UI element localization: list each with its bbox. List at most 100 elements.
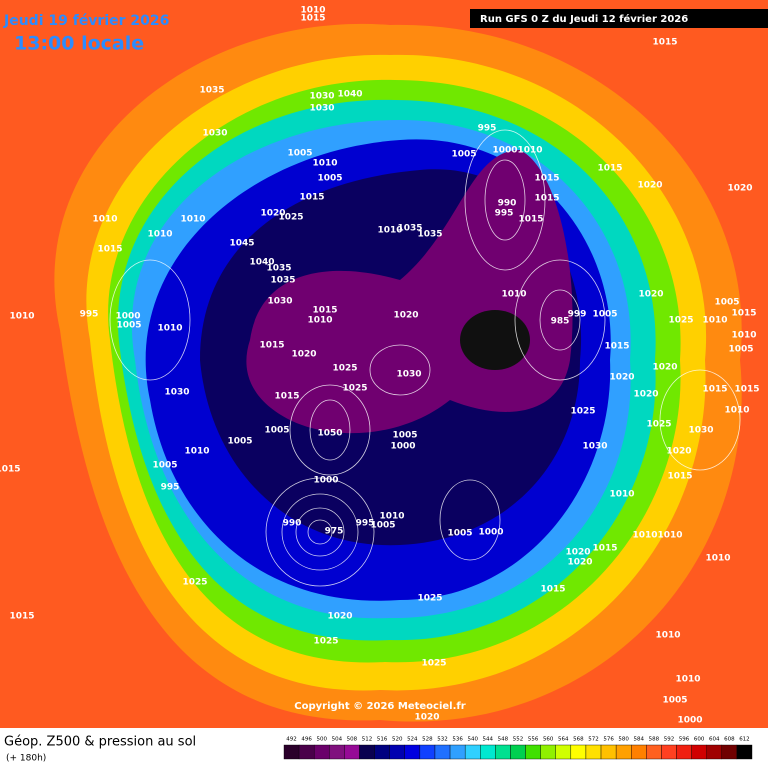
pressure-label: 1005 bbox=[152, 461, 177, 471]
scale-label: 540 bbox=[467, 737, 478, 743]
scale-label: 572 bbox=[588, 737, 599, 743]
scale-label: 528 bbox=[422, 737, 433, 743]
pressure-label: 1010 bbox=[609, 490, 634, 500]
pressure-label: 1015 bbox=[540, 585, 565, 595]
scale-swatch bbox=[676, 744, 692, 760]
pressure-label: 1020 bbox=[727, 184, 752, 194]
scale-swatch bbox=[344, 744, 360, 760]
pressure-label: 1030 bbox=[164, 388, 189, 398]
pressure-label: 1010 bbox=[184, 447, 209, 457]
pressure-label: 1020 bbox=[638, 290, 663, 300]
pressure-label: 1005 bbox=[451, 150, 476, 160]
scale-swatch bbox=[434, 744, 451, 760]
scale-swatch bbox=[525, 744, 541, 760]
scale-label: 588 bbox=[649, 737, 660, 743]
scale-swatch bbox=[691, 744, 707, 760]
pressure-label: 1020 bbox=[414, 713, 439, 723]
pressure-label: 975 bbox=[325, 527, 344, 537]
pressure-label: 1015 bbox=[259, 341, 284, 351]
scale-swatch bbox=[736, 744, 753, 760]
scale-swatch bbox=[540, 744, 556, 760]
pressure-label: 1010 bbox=[724, 406, 749, 416]
scale-label: 500 bbox=[316, 737, 327, 743]
footer-title: Géop. Z500 & pression au sol bbox=[4, 735, 196, 750]
pressure-label: 1035 bbox=[266, 264, 291, 274]
pressure-label: 985 bbox=[551, 317, 570, 327]
scale-swatch bbox=[389, 744, 405, 760]
pressure-label: 995 bbox=[478, 124, 497, 134]
scale-label: 596 bbox=[679, 737, 690, 743]
scale-swatch bbox=[374, 744, 390, 760]
forecast-time: 13:00 locale bbox=[14, 33, 144, 55]
pressure-label: 1025 bbox=[421, 659, 446, 669]
pressure-label: 1010 bbox=[307, 316, 332, 326]
pressure-label: 1015 bbox=[300, 14, 325, 24]
scale-label: 508 bbox=[347, 737, 358, 743]
pressure-label: 1015 bbox=[274, 392, 299, 402]
scale-label: 556 bbox=[528, 737, 539, 743]
pressure-label: 1010 bbox=[702, 316, 727, 326]
pressure-label: 1030 bbox=[688, 426, 713, 436]
scale-swatch bbox=[646, 744, 662, 760]
scale-swatch bbox=[615, 744, 632, 760]
scale-label: 576 bbox=[603, 737, 614, 743]
pressure-label: 1005 bbox=[317, 174, 342, 184]
pressure-label: 1025 bbox=[182, 578, 207, 588]
scale-label: 604 bbox=[709, 737, 720, 743]
scale-swatch bbox=[283, 744, 300, 760]
scale-label: 612 bbox=[739, 737, 750, 743]
scale-swatch bbox=[495, 744, 511, 760]
scale-label: 608 bbox=[724, 737, 735, 743]
pressure-label: 990 bbox=[283, 519, 302, 529]
pressure-label: 995 bbox=[80, 310, 99, 320]
pressure-label: 1010 bbox=[731, 331, 756, 341]
pressure-label: 1020 bbox=[567, 558, 592, 568]
pressure-label: 1005 bbox=[592, 310, 617, 320]
scale-swatch bbox=[706, 744, 723, 760]
scale-label: 584 bbox=[634, 737, 645, 743]
scale-swatch bbox=[510, 744, 526, 760]
scale-swatch bbox=[570, 744, 587, 760]
pressure-label: 995 bbox=[356, 519, 375, 529]
pressure-label: 1015 bbox=[534, 194, 559, 204]
pressure-label: 1040 bbox=[249, 258, 274, 268]
scale-label: 580 bbox=[618, 737, 629, 743]
pressure-label: 1045 bbox=[229, 239, 254, 249]
pressure-label: 1005 bbox=[392, 431, 417, 441]
scale-label: 492 bbox=[286, 737, 297, 743]
pressure-label: 1005 bbox=[447, 529, 472, 539]
pressure-label: 1000 bbox=[390, 442, 415, 452]
pressure-label: 995 bbox=[495, 209, 514, 219]
pressure-label: 1010 bbox=[379, 512, 404, 522]
pressure-label: 1005 bbox=[287, 149, 312, 159]
pressure-label: 1010 bbox=[675, 675, 700, 685]
pressure-label: 1010 bbox=[501, 290, 526, 300]
scale-label: 544 bbox=[483, 737, 494, 743]
pressure-label: 1010 bbox=[9, 312, 34, 322]
pressure-label: 1030 bbox=[309, 104, 334, 114]
pressure-label: 1005 bbox=[662, 696, 687, 706]
pressure-label: 1010 bbox=[517, 146, 542, 156]
pressure-label: 1000 bbox=[492, 146, 517, 156]
scale-label: 600 bbox=[694, 737, 705, 743]
pressure-label: 1025 bbox=[570, 407, 595, 417]
pressure-label: 1020 bbox=[393, 311, 418, 321]
scale-label: 564 bbox=[558, 737, 569, 743]
pressure-label: 1015 bbox=[652, 38, 677, 48]
scale-swatch bbox=[480, 744, 496, 760]
field-black bbox=[460, 310, 530, 370]
pressure-label: 1015 bbox=[97, 245, 122, 255]
pressure-label: 1020 bbox=[260, 209, 285, 219]
pressure-label: 1005 bbox=[728, 345, 753, 355]
scale-label: 548 bbox=[498, 737, 509, 743]
pressure-label: 1025 bbox=[668, 316, 693, 326]
scale-label: 552 bbox=[513, 737, 524, 743]
pressure-label: 1005 bbox=[370, 521, 395, 531]
pressure-label: 1015 bbox=[734, 385, 759, 395]
pressure-label: 1010 bbox=[705, 554, 730, 564]
run-box bbox=[470, 9, 768, 28]
pressure-label: 1020 bbox=[291, 350, 316, 360]
copyright: Copyright © 2026 Meteociel.fr bbox=[294, 701, 465, 712]
